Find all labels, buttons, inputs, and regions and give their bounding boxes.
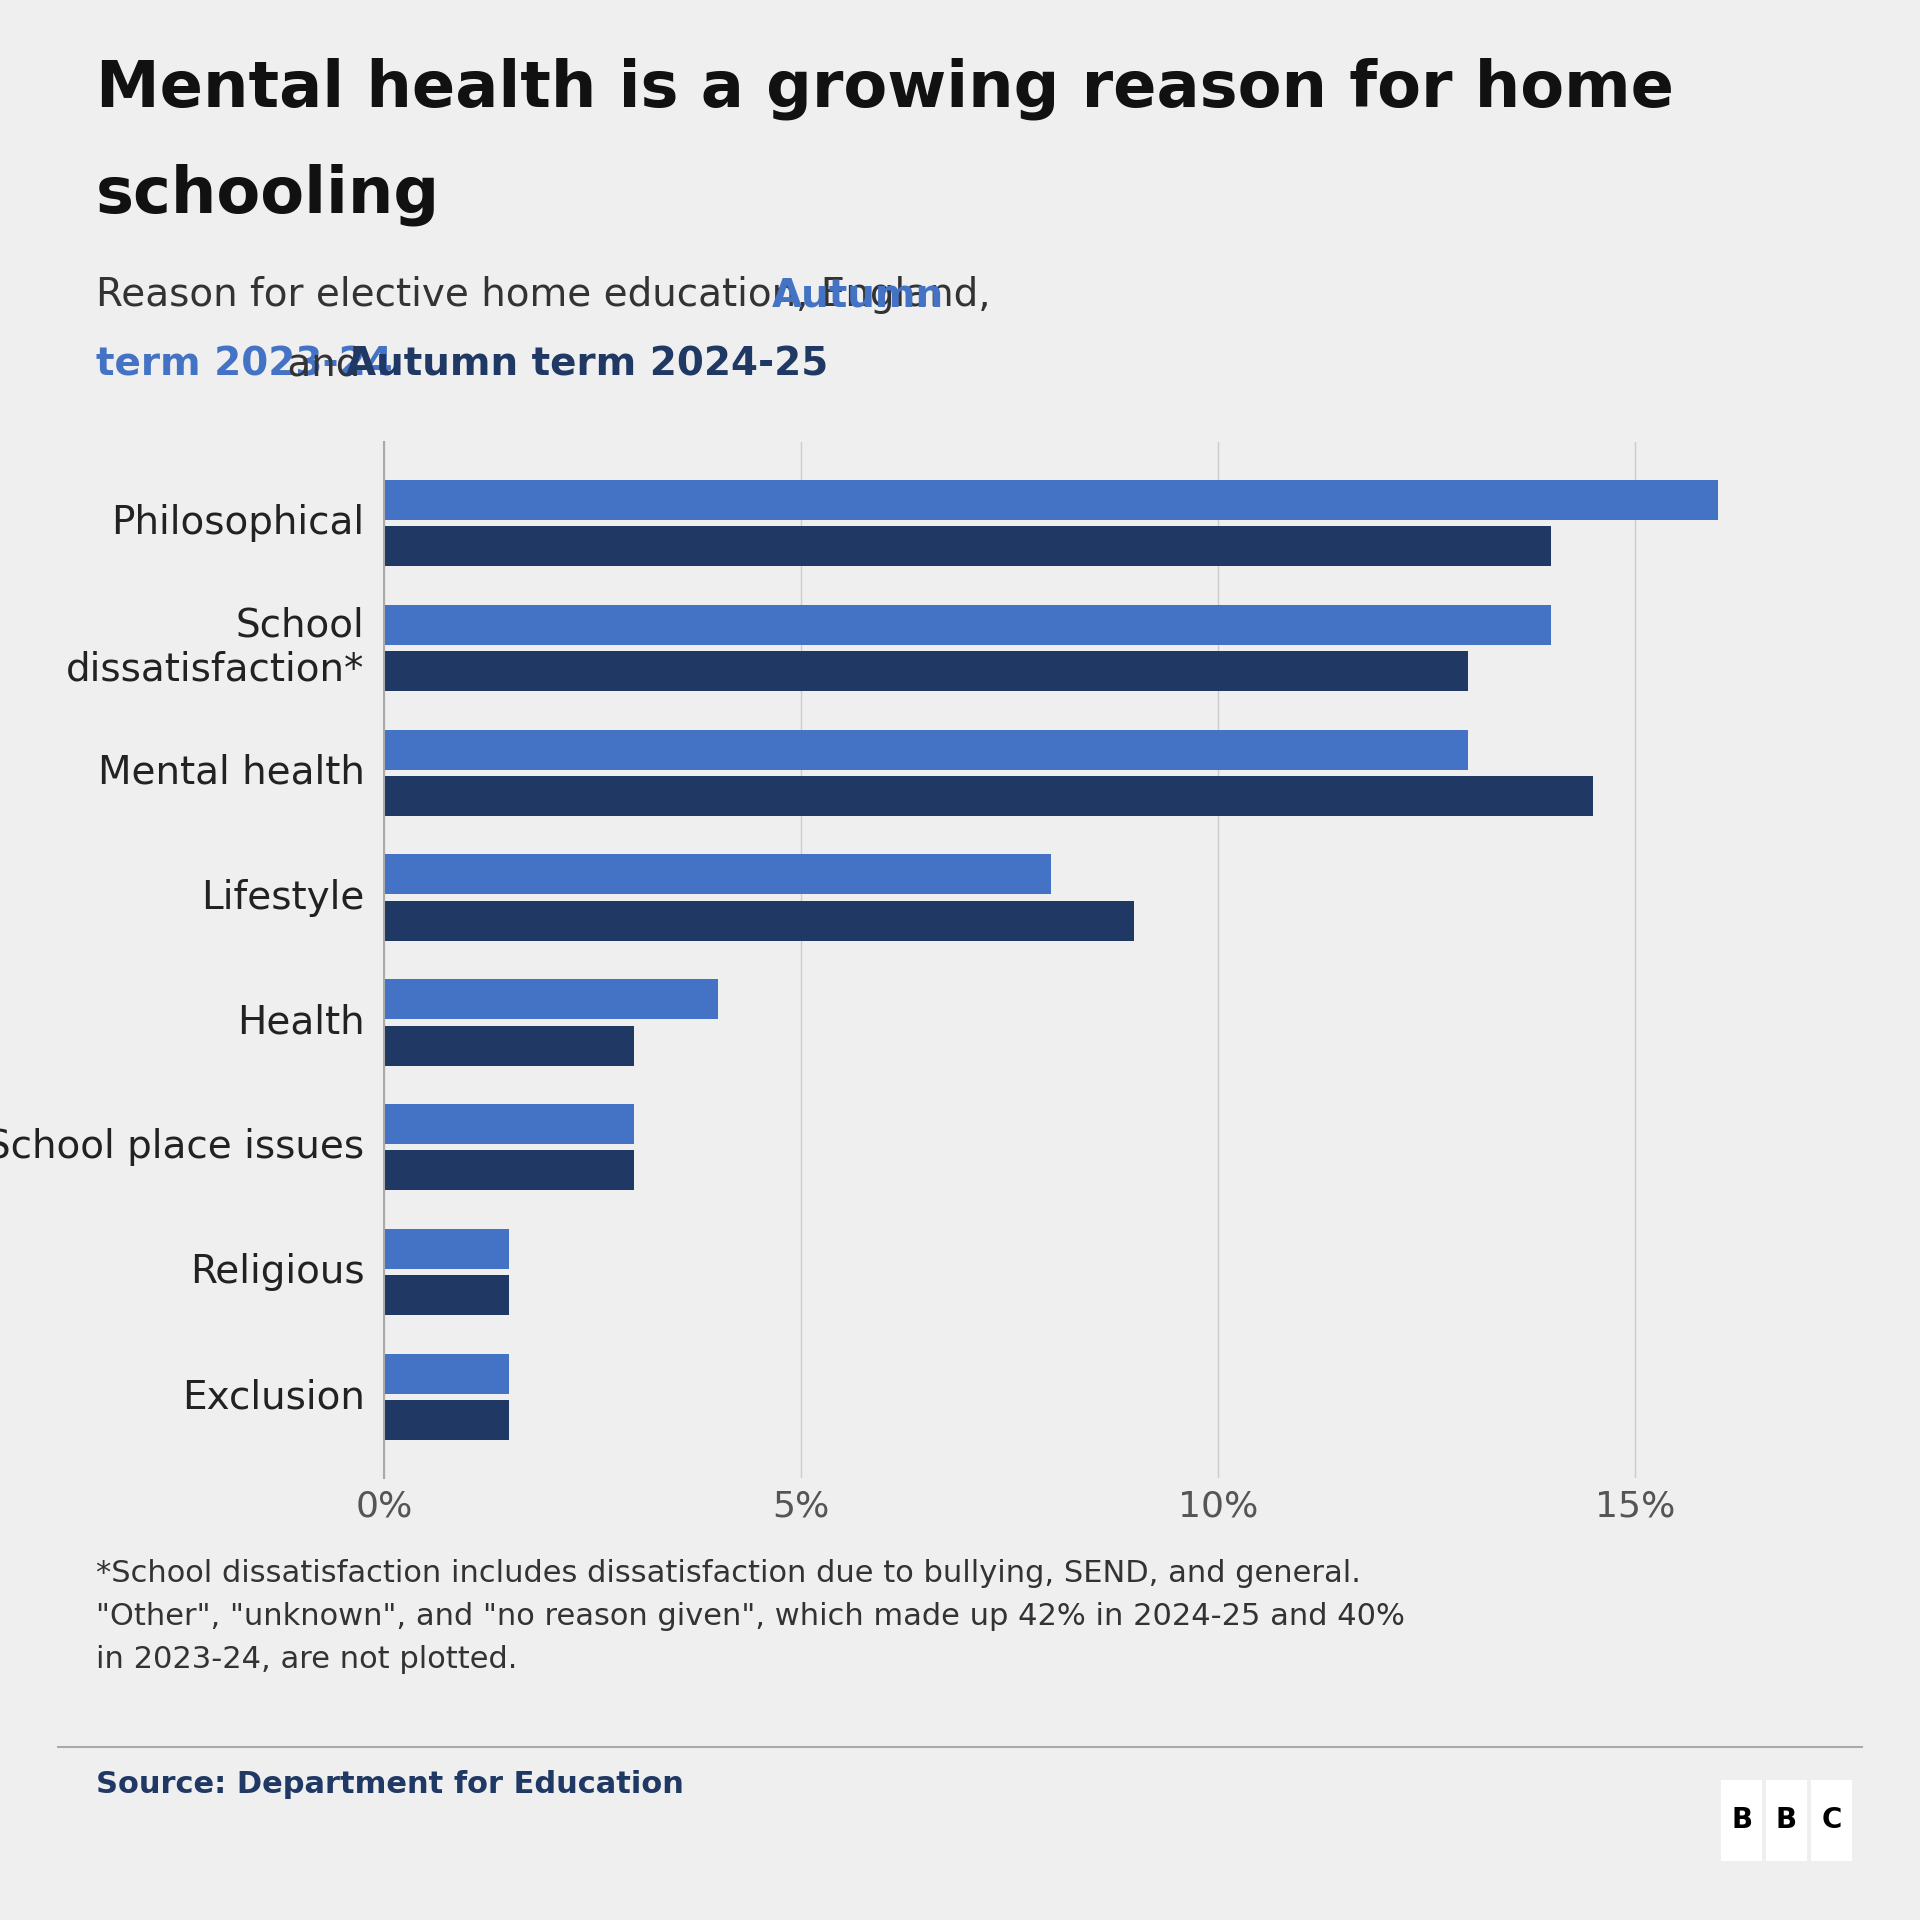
Text: Reason for elective home education, England,: Reason for elective home education, Engl…	[96, 276, 1002, 315]
Text: B: B	[1776, 1807, 1797, 1834]
Bar	[384, 854, 1050, 895]
Text: C: C	[1822, 1807, 1841, 1834]
Bar	[384, 605, 1551, 645]
Text: schooling: schooling	[96, 163, 440, 227]
FancyBboxPatch shape	[1811, 1780, 1851, 1860]
Bar	[384, 1104, 634, 1144]
Bar	[384, 526, 1551, 566]
Bar	[384, 900, 1135, 941]
Text: Autumn: Autumn	[772, 276, 945, 315]
Bar	[384, 979, 718, 1020]
Text: and: and	[275, 346, 372, 384]
Bar	[384, 1025, 634, 1066]
Text: Autumn term 2024-25: Autumn term 2024-25	[346, 346, 828, 384]
Bar	[384, 480, 1718, 520]
Text: B: B	[1732, 1807, 1753, 1834]
Bar	[384, 1400, 509, 1440]
Bar	[384, 651, 1469, 691]
Bar	[384, 776, 1594, 816]
FancyBboxPatch shape	[1722, 1780, 1763, 1860]
Text: term 2023-24: term 2023-24	[96, 346, 394, 384]
Bar	[384, 1275, 509, 1315]
FancyBboxPatch shape	[1766, 1780, 1807, 1860]
Bar	[384, 1229, 509, 1269]
Bar	[384, 1150, 634, 1190]
Bar	[384, 1354, 509, 1394]
Text: Mental health is a growing reason for home: Mental health is a growing reason for ho…	[96, 58, 1674, 121]
Bar	[384, 730, 1469, 770]
Text: *School dissatisfaction includes dissatisfaction due to bullying, SEND, and gene: *School dissatisfaction includes dissati…	[96, 1559, 1405, 1674]
Text: Source: Department for Education: Source: Department for Education	[96, 1770, 684, 1799]
